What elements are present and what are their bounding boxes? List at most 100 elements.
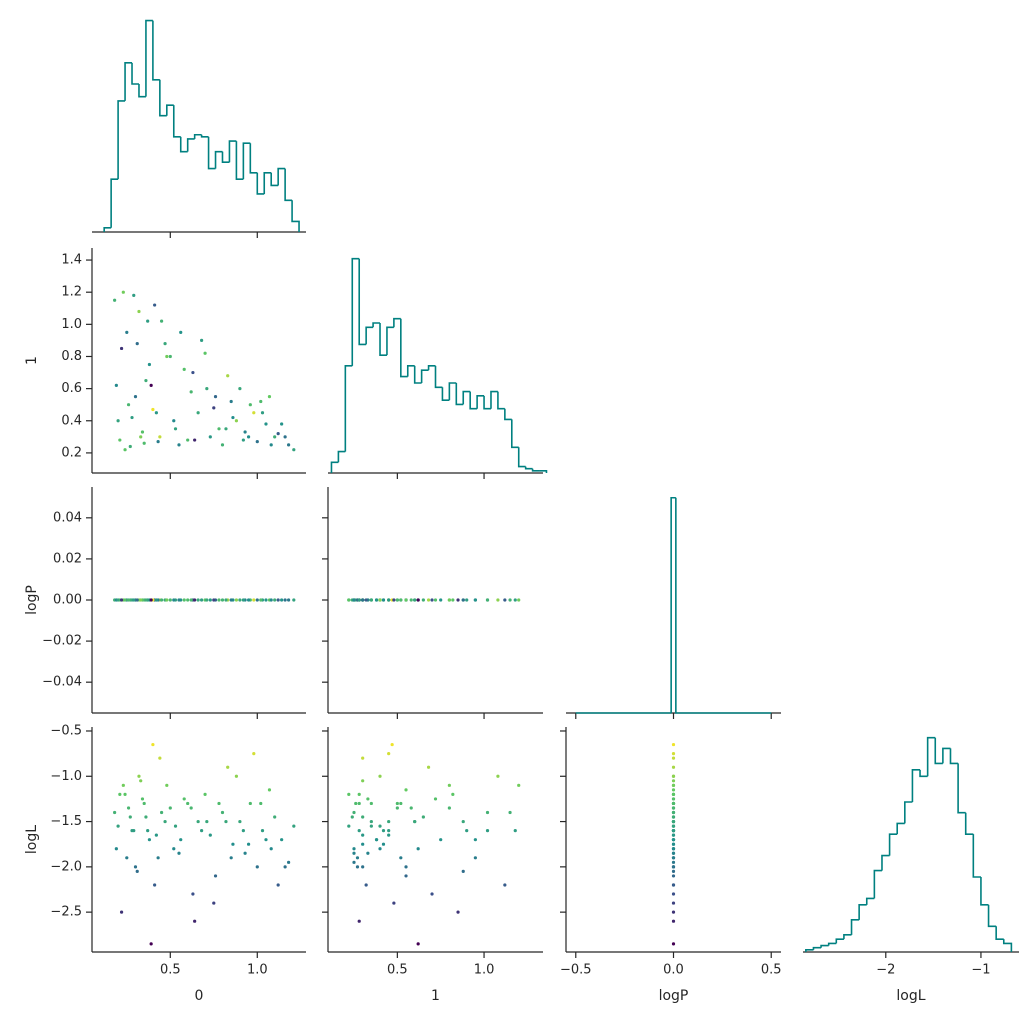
- x-tick-label: 0.0: [663, 963, 684, 978]
- hist-bin: [277, 167, 286, 186]
- scatter-point: [241, 438, 245, 442]
- scatter-point: [352, 860, 356, 864]
- scatter-point: [172, 419, 176, 423]
- scatter-point: [132, 598, 136, 602]
- scatter-point: [196, 411, 200, 415]
- scatter-point: [352, 810, 356, 815]
- scatter-point: [357, 919, 361, 923]
- scatter-point: [354, 801, 358, 806]
- hist-bin: [103, 226, 112, 232]
- hist-bin: [843, 934, 852, 940]
- scatter-point: [671, 865, 676, 869]
- hist-bin: [131, 62, 139, 85]
- scatter-point: [116, 419, 120, 423]
- scatter-point: [252, 752, 256, 756]
- scatter-point: [395, 598, 399, 602]
- hist-bin: [820, 944, 829, 948]
- scatter-point: [168, 598, 172, 602]
- scatter-point: [196, 598, 200, 602]
- x-axis-label: 0: [195, 988, 204, 1004]
- hist-bin: [980, 877, 989, 906]
- hist-bin: [413, 365, 422, 384]
- hist-bin: [873, 869, 882, 899]
- y-tick-label: 0.6: [61, 381, 82, 396]
- scatter-point: [238, 819, 242, 824]
- scatter-point: [182, 367, 186, 371]
- scatter-point: [369, 824, 373, 828]
- scatter-point: [347, 598, 351, 602]
- scatter-point: [671, 819, 676, 824]
- scatter-point: [234, 419, 239, 423]
- scatter-point: [142, 801, 146, 806]
- scatter-point: [229, 598, 233, 602]
- scatter-point: [238, 598, 242, 602]
- scatter-point: [671, 752, 676, 756]
- scatter-point: [276, 883, 280, 887]
- scatter-point: [352, 851, 356, 855]
- scatter-point: [200, 598, 204, 602]
- hist-bin: [393, 317, 401, 328]
- scatter-point: [123, 448, 127, 452]
- scatter-point: [273, 815, 277, 819]
- y-tick-label: −2.0: [50, 859, 82, 874]
- scatter-point: [283, 435, 287, 439]
- scatter-point: [137, 774, 141, 778]
- scatter-point: [503, 598, 507, 602]
- x-tick-label: −2: [876, 963, 895, 978]
- scatter-point: [496, 598, 500, 602]
- scatter-point: [409, 598, 413, 602]
- scatter-point: [173, 824, 178, 828]
- scatter-point: [465, 829, 469, 833]
- scatter-point: [378, 774, 382, 778]
- hist-bin: [249, 143, 258, 174]
- scatter-point: [234, 598, 239, 602]
- scatter-point: [189, 390, 193, 394]
- scatter-point: [361, 779, 365, 783]
- scatter-point: [248, 801, 252, 806]
- scatter-point: [149, 383, 153, 388]
- scatter-point: [125, 330, 129, 334]
- scatter-point: [128, 444, 132, 449]
- y-tick-label: −0.5: [50, 723, 82, 738]
- scatter-point: [671, 910, 676, 914]
- hist-bin: [896, 822, 905, 835]
- scatter-point: [292, 448, 296, 452]
- scatter-point: [121, 290, 125, 294]
- scatter-point: [392, 901, 396, 905]
- scatter-point: [347, 792, 351, 796]
- scatter-point: [264, 422, 268, 426]
- x-tick-label: 0.5: [160, 963, 181, 978]
- scatter-point: [260, 411, 265, 415]
- hist-bin: [865, 897, 875, 905]
- hist-bin: [1002, 939, 1013, 952]
- scatter-point: [287, 443, 291, 447]
- scatter-point: [374, 598, 379, 602]
- scatter-point: [168, 806, 172, 810]
- scatter-point: [430, 598, 434, 602]
- scatter-point: [231, 415, 235, 420]
- scatter-point: [352, 598, 356, 602]
- scatter-point: [229, 399, 233, 404]
- scatter-point: [352, 847, 356, 851]
- scatter-point: [153, 303, 157, 307]
- hist-bin: [221, 151, 230, 164]
- y-tick-label: −0.04: [42, 675, 82, 690]
- scatter-point: [287, 598, 291, 602]
- hist-bin: [434, 365, 443, 389]
- scatter-point: [287, 860, 291, 864]
- scatter-point: [671, 860, 676, 864]
- scatter-point: [513, 598, 517, 602]
- scatter-point: [404, 788, 408, 792]
- hist-bin: [517, 447, 526, 468]
- scatter-point: [139, 598, 143, 602]
- hist-bin: [284, 168, 293, 202]
- hist-bin: [858, 904, 867, 920]
- scatter-point: [151, 742, 155, 747]
- scatter-point: [128, 815, 132, 819]
- scatter-point: [156, 440, 160, 444]
- hist-bin: [490, 390, 498, 409]
- scatter-point: [241, 598, 245, 602]
- hist-bin: [372, 322, 381, 328]
- hist-bin: [386, 326, 394, 356]
- y-tick-label: 0.4: [61, 413, 82, 428]
